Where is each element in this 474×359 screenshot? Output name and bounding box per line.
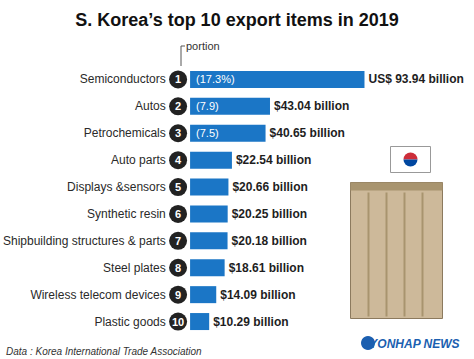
svg-text:(7.9): (7.9) [196,100,219,112]
svg-text:Displays &sensors: Displays &sensors [67,180,166,194]
svg-text:$40.65 billion: $40.65 billion [270,126,345,140]
svg-text:S. Korea’s top 10 export items: S. Korea’s top 10 export items in 2019 [75,10,398,30]
svg-text:Data : Korea International Tra: Data : Korea International Trade Associa… [6,346,202,357]
svg-text:Synthetic resin: Synthetic resin [87,207,166,221]
svg-text:3: 3 [175,127,181,139]
svg-text:Steel plates: Steel plates [103,261,166,275]
svg-text:Plastic goods: Plastic goods [94,315,165,329]
svg-text:Shipbuilding structures & part: Shipbuilding structures & parts [3,234,166,248]
svg-text:$20.25 billion: $20.25 billion [232,207,307,221]
svg-text:1: 1 [175,73,181,85]
svg-text:$20.66 billion: $20.66 billion [232,180,307,194]
svg-text:(7.5): (7.5) [196,127,219,139]
svg-text:5: 5 [175,181,181,193]
svg-text:US$ 93.94 billion: US$ 93.94 billion [368,72,463,86]
svg-text:7: 7 [175,235,181,247]
svg-text:2: 2 [175,100,181,112]
svg-text:$14.09 billion: $14.09 billion [220,288,295,302]
svg-text:$43.04 billion: $43.04 billion [274,99,349,113]
svg-text:Petrochemicals: Petrochemicals [84,126,166,140]
svg-text:$22.54 billion: $22.54 billion [236,153,311,167]
svg-text:6: 6 [175,208,181,220]
svg-text:(17.3%): (17.3%) [196,73,235,85]
svg-text:$10.29 billion: $10.29 billion [213,315,288,329]
svg-text:Auto parts: Auto parts [111,153,166,167]
svg-text:portion: portion [186,40,220,52]
svg-text:9: 9 [175,289,181,301]
svg-text:Semiconductors: Semiconductors [80,72,166,86]
svg-text:Wireless telecom devices: Wireless telecom devices [30,288,165,302]
svg-text:4: 4 [175,154,182,166]
svg-text:YONHAP NEWS: YONHAP NEWS [369,337,459,351]
svg-text:$20.18 billion: $20.18 billion [232,234,307,248]
svg-text:10: 10 [172,316,184,328]
svg-text:Autos: Autos [135,99,166,113]
svg-text:$18.61 billion: $18.61 billion [229,261,304,275]
svg-text:8: 8 [175,262,181,274]
